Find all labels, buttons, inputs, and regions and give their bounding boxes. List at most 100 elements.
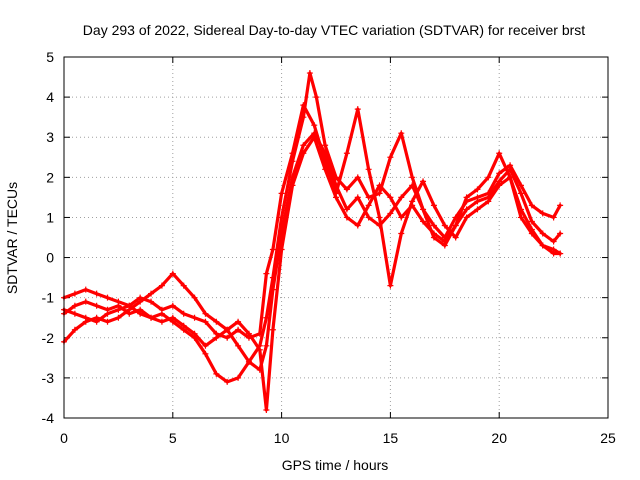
y-tick-label: 5 bbox=[46, 49, 54, 65]
data-point bbox=[528, 202, 535, 209]
data-point bbox=[169, 302, 176, 309]
data-point bbox=[485, 198, 492, 205]
data-point bbox=[557, 250, 564, 257]
data-point bbox=[82, 314, 89, 321]
data-point bbox=[71, 290, 78, 297]
data-point bbox=[387, 210, 394, 217]
series-group bbox=[61, 70, 564, 413]
data-point bbox=[354, 106, 361, 113]
x-axis-label: GPS time / hours bbox=[282, 457, 389, 473]
data-point bbox=[169, 270, 176, 277]
data-point bbox=[137, 310, 144, 317]
data-point bbox=[333, 190, 339, 197]
y-tick-label: -3 bbox=[42, 370, 55, 386]
x-tick-labels: 0 5 10 15 20 25 bbox=[60, 430, 616, 446]
data-point bbox=[343, 206, 350, 213]
data-point bbox=[474, 198, 481, 205]
data-point bbox=[148, 314, 155, 321]
data-point bbox=[235, 326, 242, 333]
data-point bbox=[409, 198, 416, 205]
data-point bbox=[104, 318, 111, 325]
data-point bbox=[213, 330, 220, 337]
data-point bbox=[263, 342, 270, 349]
data-point bbox=[354, 194, 361, 201]
y-tick-label: 3 bbox=[46, 129, 54, 145]
data-point bbox=[398, 230, 405, 237]
data-point bbox=[354, 174, 361, 181]
data-point bbox=[343, 214, 350, 221]
data-point bbox=[224, 378, 231, 385]
y-tick-label: -2 bbox=[42, 330, 55, 346]
data-point bbox=[256, 346, 263, 353]
data-point bbox=[376, 182, 383, 189]
data-point bbox=[224, 326, 231, 333]
data-point bbox=[517, 190, 524, 197]
data-point bbox=[180, 322, 187, 329]
data-point bbox=[430, 222, 437, 229]
data-point bbox=[452, 222, 459, 229]
data-point bbox=[202, 342, 209, 349]
plot-frame bbox=[63, 56, 609, 419]
data-point bbox=[322, 142, 329, 149]
data-point bbox=[278, 246, 285, 253]
data-point bbox=[180, 310, 187, 317]
data-point bbox=[158, 282, 165, 289]
data-point bbox=[528, 226, 535, 233]
data-point bbox=[300, 142, 307, 149]
data-point bbox=[269, 246, 276, 253]
data-point bbox=[550, 214, 557, 221]
data-point bbox=[269, 286, 276, 293]
data-point bbox=[202, 318, 209, 325]
data-point bbox=[354, 222, 361, 229]
data-point bbox=[235, 342, 242, 349]
data-point bbox=[539, 230, 546, 237]
data-point bbox=[557, 202, 564, 209]
x-tick-label: 20 bbox=[491, 430, 507, 446]
x-tick-label: 15 bbox=[383, 430, 399, 446]
data-point bbox=[365, 194, 372, 201]
data-point bbox=[409, 174, 416, 181]
x-tick-label: 5 bbox=[169, 430, 177, 446]
data-point bbox=[180, 282, 187, 289]
data-point bbox=[550, 238, 557, 245]
data-point bbox=[496, 170, 503, 177]
data-point bbox=[213, 370, 220, 377]
data-point bbox=[452, 234, 459, 241]
x-tick-label: 0 bbox=[60, 430, 68, 446]
data-point bbox=[474, 206, 481, 213]
data-point bbox=[517, 206, 524, 213]
data-point bbox=[93, 302, 100, 309]
data-point bbox=[365, 202, 372, 209]
data-point bbox=[463, 198, 470, 205]
data-point bbox=[539, 210, 546, 217]
series-line-day-3 bbox=[62, 135, 562, 412]
data-point bbox=[343, 186, 350, 193]
data-point bbox=[387, 194, 394, 201]
data-point bbox=[517, 214, 524, 221]
data-point bbox=[82, 286, 89, 293]
data-point bbox=[126, 302, 133, 309]
data-point bbox=[420, 206, 427, 213]
data-point bbox=[557, 230, 564, 237]
data-point bbox=[137, 294, 144, 301]
data-point bbox=[550, 250, 557, 257]
data-point bbox=[322, 158, 329, 165]
data-point bbox=[235, 318, 242, 325]
data-point bbox=[313, 94, 320, 101]
data-point bbox=[269, 326, 276, 333]
data-point bbox=[115, 314, 122, 321]
data-point bbox=[528, 218, 535, 225]
data-point bbox=[463, 206, 470, 213]
y-tick-label: 1 bbox=[46, 209, 54, 225]
x-tick-label: 10 bbox=[274, 430, 290, 446]
data-point bbox=[82, 298, 89, 305]
data-point bbox=[300, 150, 307, 157]
data-point bbox=[398, 214, 405, 221]
y-tick-label: 0 bbox=[46, 250, 54, 266]
data-point bbox=[420, 218, 427, 225]
data-point bbox=[387, 282, 394, 289]
data-point bbox=[496, 150, 503, 157]
data-point bbox=[158, 318, 165, 325]
data-point bbox=[148, 298, 155, 305]
data-point bbox=[387, 154, 394, 161]
